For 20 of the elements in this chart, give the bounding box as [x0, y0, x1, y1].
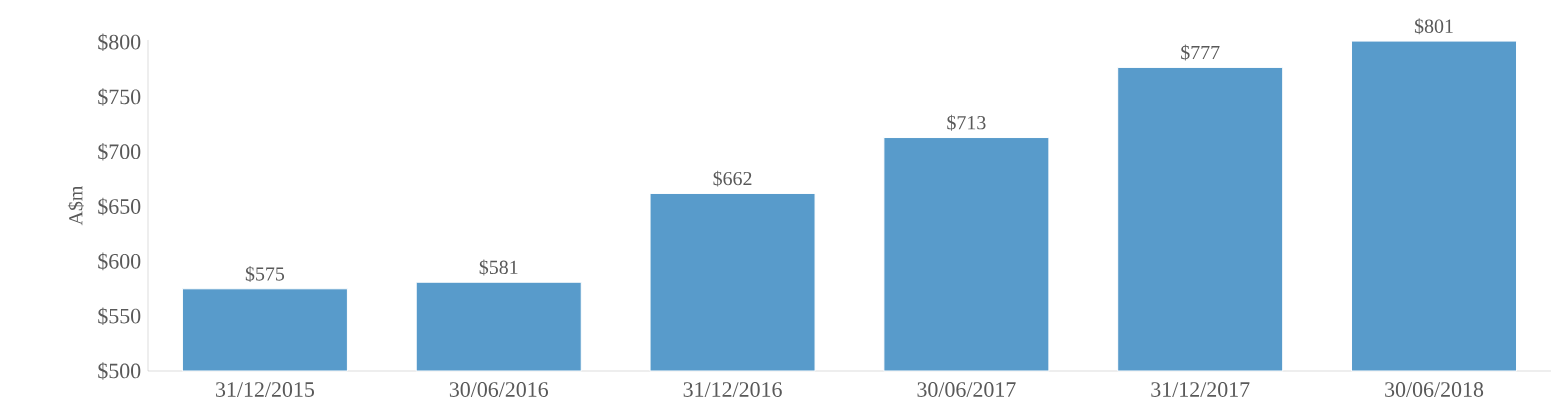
data-label: $801	[1414, 18, 1453, 35]
data-label: $575	[245, 266, 285, 282]
y-tick-label: $800	[98, 33, 141, 51]
x-tick-label: 31/12/2015	[216, 382, 314, 397]
y-tick-label: $550	[98, 307, 141, 325]
y-axis-title: A$m	[67, 185, 84, 226]
data-label: $581	[479, 259, 518, 276]
y-tick-label: $750	[98, 88, 141, 106]
x-tick-label: 30/06/2018	[1385, 382, 1484, 397]
y-tick-label: $650	[98, 197, 141, 216]
data-label: $777	[1181, 44, 1220, 61]
data-label: $713	[947, 114, 986, 131]
y-tick-label: $500	[98, 362, 141, 380]
x-tick-label: 30/06/2017	[917, 382, 1016, 397]
x-tick-label: 31/12/2016	[683, 382, 782, 397]
x-tick-label: 31/12/2017	[1151, 382, 1250, 397]
y-tick-label: $700	[98, 143, 141, 161]
data-label: $662	[713, 170, 752, 187]
x-tick-label: 30/06/2016	[449, 382, 549, 397]
y-tick-label: $600	[98, 252, 141, 271]
